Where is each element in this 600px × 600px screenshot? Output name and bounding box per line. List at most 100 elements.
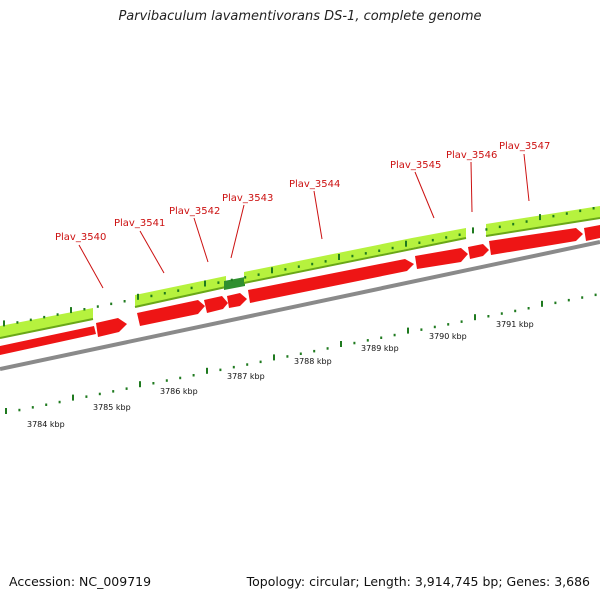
minor-tick [43,315,46,319]
minor-tick [257,273,260,276]
scale-label: 3788 kbp [294,357,332,366]
minor-tick [18,408,21,412]
gene-segment[interactable] [248,259,414,303]
minor-tick [460,320,463,323]
minor-tick [527,307,530,310]
minor-tick [351,254,354,258]
gene-leader-line [313,190,323,240]
accession-label: Accession: NC_009719 [9,574,152,589]
minor-tick [299,352,302,355]
minor-tick [565,212,568,215]
scale-tick-ruler [5,293,597,414]
minor-tick [420,328,423,331]
gene-leader-line [193,217,209,263]
major-tick [271,267,273,274]
gene-segment[interactable] [227,293,247,308]
minor-tick [485,228,488,231]
gene-leader-line [78,244,104,289]
gene-segment[interactable] [135,276,226,307]
minor-tick [458,233,461,236]
major-tick [72,394,74,401]
major-tick [273,354,275,361]
minor-tick [433,325,436,329]
gene-label-plav-3542[interactable]: Plav_3542 [169,206,220,217]
minor-tick [487,315,490,318]
highlighted-gene[interactable] [224,277,245,290]
minor-tick [217,281,220,284]
gene-label-plav-3541[interactable]: Plav_3541 [114,218,165,229]
minor-tick [286,355,289,358]
major-tick [139,381,141,388]
genome-backbone [0,240,600,371]
minor-tick [152,382,155,385]
gene-segment[interactable] [137,300,205,326]
major-tick [472,227,474,234]
minor-tick [366,339,369,342]
minor-tick [96,305,99,308]
gene-baseline [243,237,467,284]
minor-tick [554,301,557,305]
minor-tick [380,336,383,339]
gene-baseline [134,286,227,308]
scale-label: 3786 kbp [160,387,198,396]
minor-tick [284,268,287,271]
minor-tick [313,349,316,353]
gene-segment[interactable] [96,318,127,337]
gene-segment[interactable] [468,244,489,259]
gene-segment[interactable] [486,206,600,236]
minor-tick [150,294,153,298]
scale-label: 3791 kbp [496,320,534,329]
major-tick [340,341,342,347]
gene-label-plav-3540[interactable]: Plav_3540 [55,232,106,243]
minor-tick [297,265,300,268]
gene-label-plav-3545[interactable]: Plav_3545 [390,160,441,171]
minor-tick [230,278,233,282]
minor-tick [123,300,126,303]
gene-label-plav-3543[interactable]: Plav_3543 [222,193,273,204]
scale-label: 3789 kbp [361,344,399,353]
minor-tick [45,403,48,406]
scale-label: 3785 kbp [93,403,131,412]
minor-tick [552,214,555,218]
minor-tick [391,246,394,250]
gene-segment[interactable] [415,248,468,269]
minor-tick [98,392,101,396]
minor-tick [594,293,597,297]
gene-segment[interactable] [0,326,96,355]
gene-segment[interactable] [412,228,466,248]
minor-tick [418,241,421,244]
gene-label-plav-3547[interactable]: Plav_3547 [499,141,550,152]
minor-tick [232,365,235,369]
major-tick [541,300,543,307]
minor-tick [311,262,314,266]
gene-baseline [485,217,600,237]
minor-tick [447,323,450,326]
gene-segment[interactable] [0,308,93,338]
minor-tick [579,209,582,213]
minor-tick [500,312,503,315]
gene-leader-line [523,153,530,202]
gene-segment[interactable] [489,228,583,255]
minor-tick [125,387,128,390]
scale-label: 3787 kbp [227,372,265,381]
minor-tick [326,347,329,350]
gene-segment[interactable] [584,225,600,241]
minor-tick [244,276,247,279]
minor-tick [56,313,59,316]
gene-segment[interactable] [204,296,228,313]
minor-tick [592,207,595,210]
gene-leader-line [139,230,165,274]
major-tick [137,293,139,300]
major-tick [405,240,407,247]
top-tick-ruler [3,207,595,327]
minor-tick [393,333,396,337]
minor-tick [431,238,434,242]
gene-segment[interactable] [244,238,412,283]
gene-label-plav-3546[interactable]: Plav_3546 [446,150,497,161]
minor-tick [378,249,381,252]
minor-tick [219,368,222,372]
minor-tick [512,222,515,226]
minor-tick [85,395,88,398]
gene-label-plav-3544[interactable]: Plav_3544 [289,179,340,190]
